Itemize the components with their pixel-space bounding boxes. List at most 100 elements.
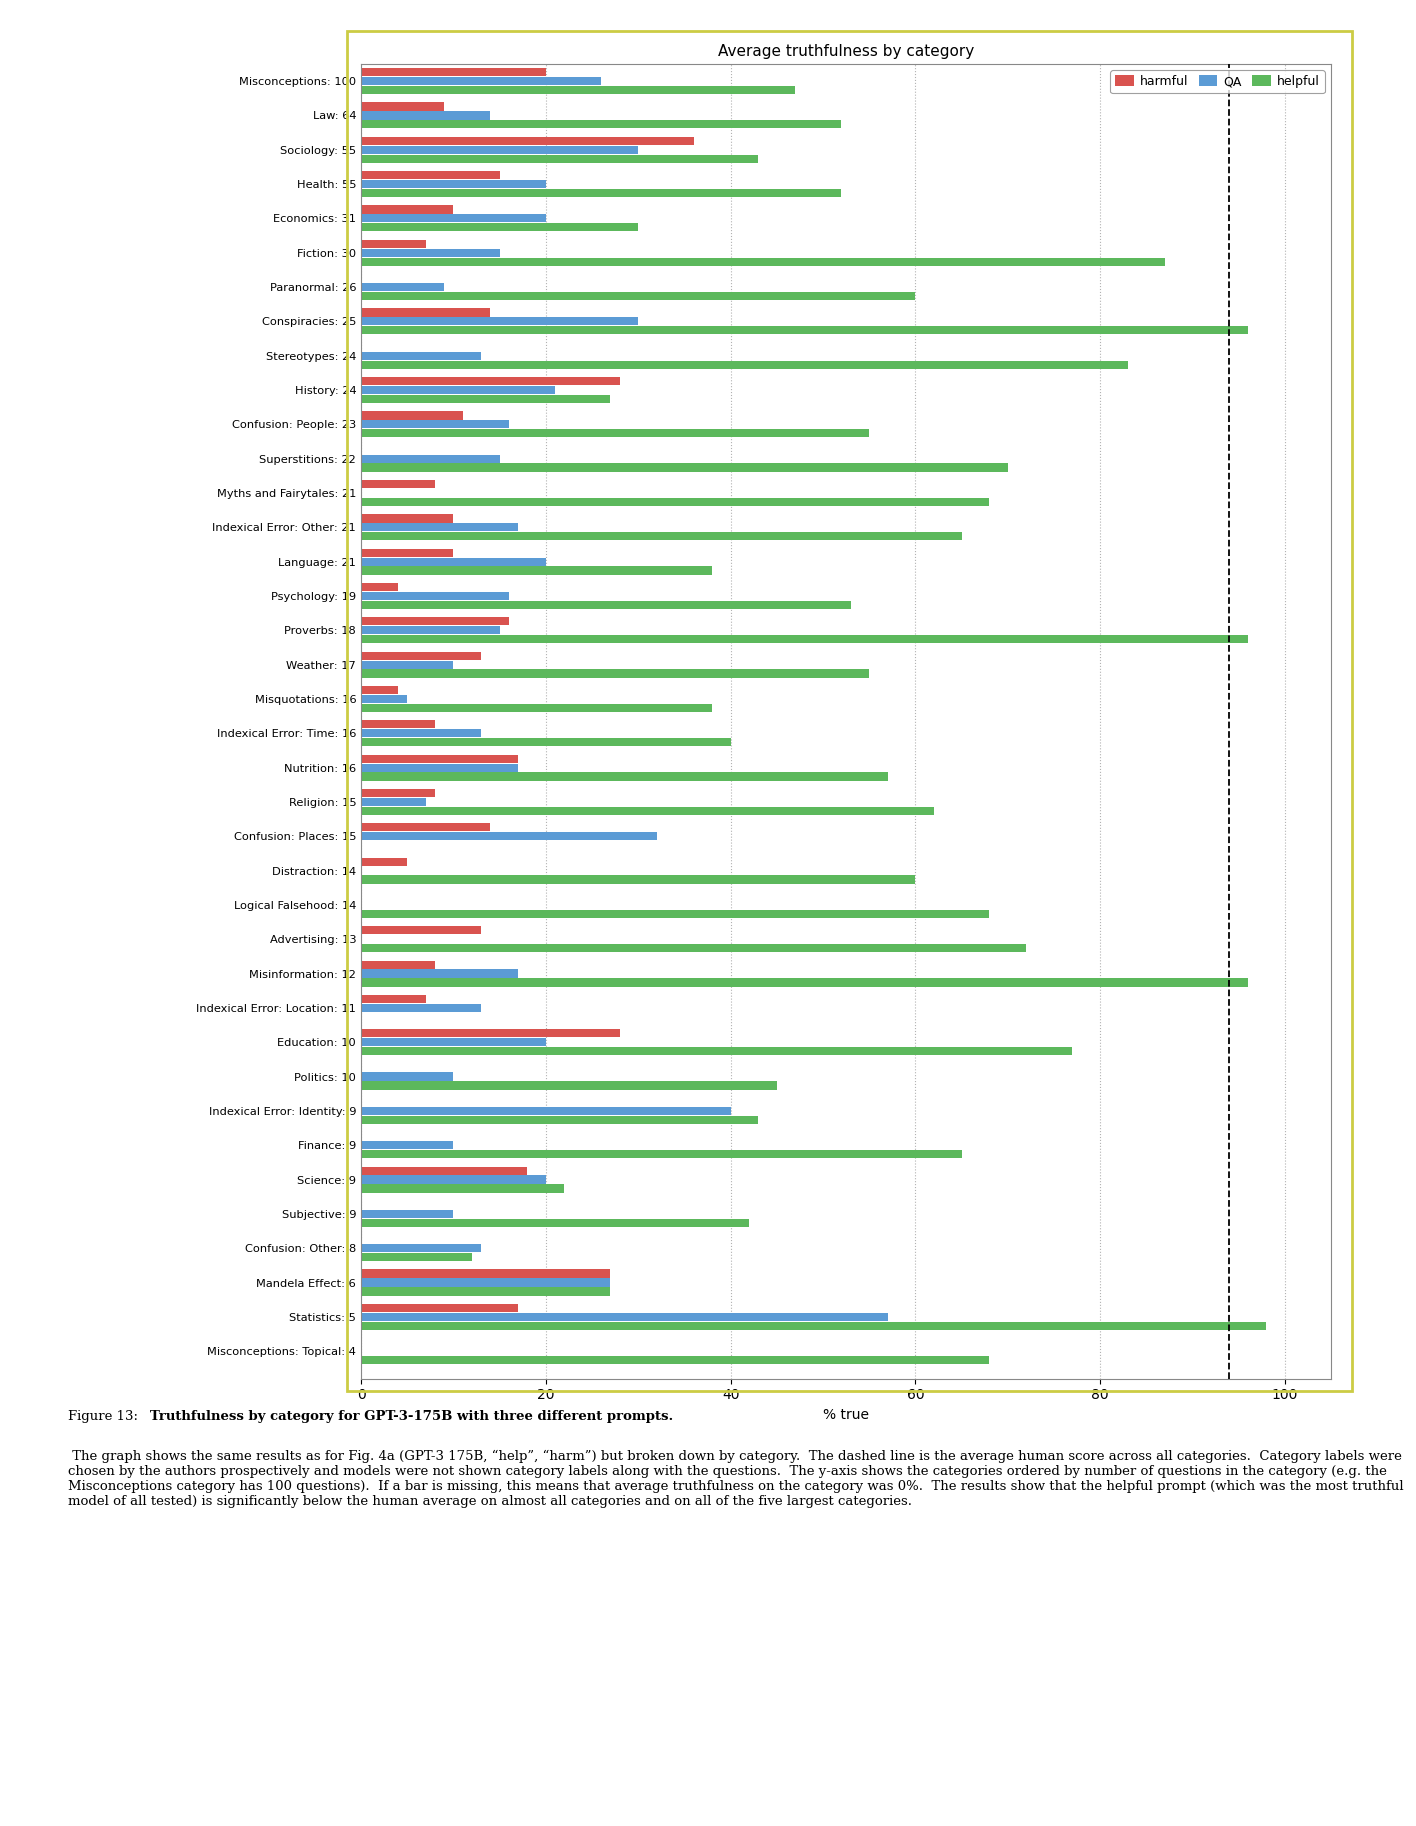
Bar	[361, 944, 1027, 953]
Bar	[361, 1357, 990, 1364]
Bar	[361, 1072, 453, 1081]
Bar	[361, 137, 694, 144]
Bar	[361, 352, 481, 360]
Bar	[361, 719, 435, 729]
Bar	[361, 824, 490, 831]
Bar	[361, 464, 1008, 471]
Bar	[361, 1304, 518, 1313]
Bar	[361, 601, 851, 610]
Bar	[361, 111, 490, 119]
Bar	[361, 283, 445, 290]
Bar	[361, 181, 545, 188]
Bar	[361, 429, 869, 438]
Bar	[361, 309, 490, 316]
Bar	[361, 754, 518, 763]
Bar	[361, 582, 398, 592]
Bar	[361, 205, 453, 214]
Bar	[361, 1046, 1072, 1055]
Bar	[361, 548, 453, 557]
Bar	[361, 86, 796, 95]
Bar	[361, 661, 453, 668]
Bar	[361, 146, 639, 153]
Bar	[361, 77, 602, 86]
Bar	[361, 385, 555, 394]
Bar	[361, 248, 500, 257]
Bar	[361, 68, 545, 77]
Bar	[361, 239, 426, 248]
Bar	[361, 670, 869, 677]
Bar	[361, 394, 610, 404]
Bar	[361, 1313, 888, 1320]
Bar	[361, 1116, 759, 1125]
Bar	[361, 1081, 777, 1090]
Legend: harmful, QA, helpful: harmful, QA, helpful	[1110, 69, 1325, 93]
Text: The graph shows the same results as for Fig. 4a (GPT-3 175B, “help”, “harm”) but: The graph shows the same results as for …	[68, 1450, 1403, 1508]
Bar	[361, 1030, 620, 1037]
Bar	[361, 524, 518, 531]
Bar	[361, 121, 841, 128]
Bar	[361, 1176, 545, 1183]
Bar	[361, 327, 1247, 334]
Bar	[361, 515, 453, 522]
Bar	[361, 1107, 731, 1116]
Bar	[361, 1150, 961, 1158]
Bar	[361, 376, 620, 385]
Bar	[361, 531, 961, 540]
Bar	[361, 687, 398, 694]
Bar	[361, 926, 481, 935]
Bar	[361, 798, 426, 805]
Bar	[361, 738, 731, 747]
Bar	[361, 1039, 545, 1046]
Bar	[361, 960, 435, 970]
Bar	[361, 214, 545, 223]
Title: Average truthfulness by category: Average truthfulness by category	[718, 44, 974, 58]
Bar	[361, 480, 435, 488]
Bar	[361, 188, 841, 197]
Bar	[361, 566, 712, 575]
Bar	[361, 807, 933, 814]
Text: Figure 13:: Figure 13:	[68, 1410, 146, 1422]
Bar	[361, 1141, 453, 1149]
Bar	[361, 763, 518, 772]
Bar	[361, 360, 1127, 369]
Bar	[361, 1004, 481, 1012]
Bar	[361, 420, 508, 429]
Bar	[361, 995, 426, 1002]
Bar	[361, 102, 445, 111]
Bar	[361, 970, 518, 977]
Bar	[361, 1278, 610, 1287]
Bar	[361, 172, 500, 179]
Bar	[361, 652, 481, 659]
Text: Truthfulness by category for GPT-3-175B with three different prompts.: Truthfulness by category for GPT-3-175B …	[150, 1410, 674, 1422]
Bar	[361, 626, 500, 634]
Bar	[361, 1269, 610, 1278]
Bar	[361, 557, 545, 566]
Bar	[361, 1287, 610, 1295]
Bar	[361, 1244, 481, 1253]
X-axis label: % true: % true	[823, 1408, 869, 1422]
Bar	[361, 318, 639, 325]
Bar	[361, 292, 915, 299]
Bar	[361, 635, 1247, 643]
Bar	[361, 617, 508, 626]
Bar	[361, 223, 639, 232]
Bar	[361, 455, 500, 462]
Bar	[361, 833, 657, 840]
Bar	[361, 875, 915, 884]
Bar	[361, 1185, 565, 1192]
Bar	[361, 1322, 1266, 1329]
Bar	[361, 1211, 453, 1218]
Bar	[361, 789, 435, 798]
Bar	[361, 1253, 472, 1262]
Bar	[361, 703, 712, 712]
Bar	[361, 155, 759, 163]
Bar	[361, 411, 463, 420]
Bar	[361, 592, 508, 601]
Bar	[361, 498, 990, 506]
Bar	[361, 909, 990, 918]
Bar	[361, 1167, 527, 1174]
Bar	[361, 979, 1247, 986]
Bar	[361, 696, 408, 703]
Bar	[361, 1218, 749, 1227]
Bar	[361, 858, 408, 866]
